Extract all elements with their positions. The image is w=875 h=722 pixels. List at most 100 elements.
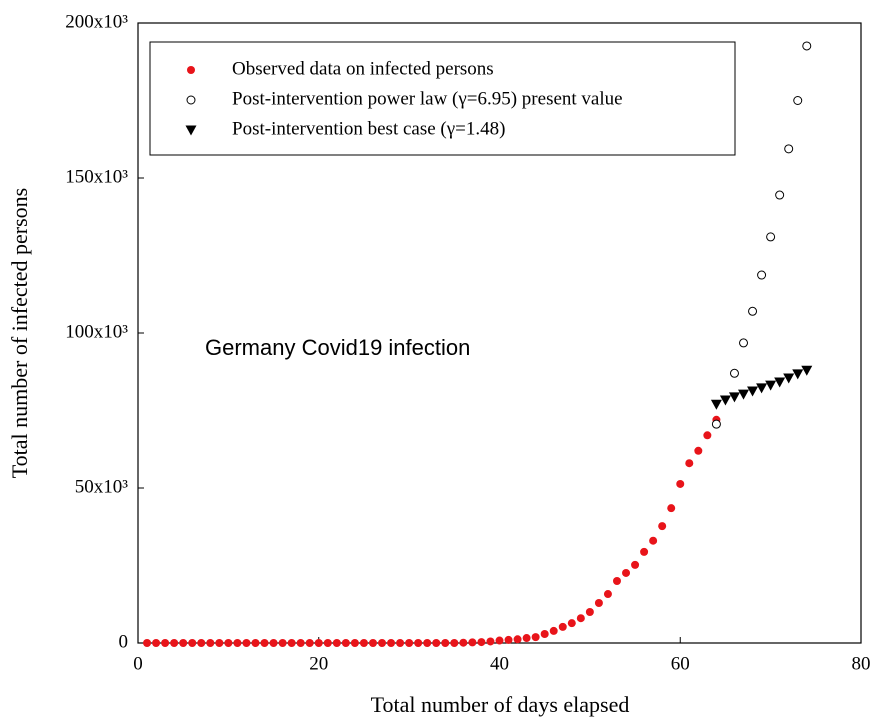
point — [522, 634, 531, 643]
point — [765, 380, 777, 391]
point — [676, 479, 685, 488]
point — [215, 639, 224, 647]
point — [233, 639, 242, 647]
point — [161, 639, 170, 647]
point — [350, 639, 359, 647]
point — [495, 636, 504, 645]
legend-label: Observed data on infected persons — [232, 58, 494, 79]
point — [269, 639, 278, 647]
point — [748, 306, 758, 316]
legend-label: Post-intervention best case (γ=1.48) — [232, 118, 505, 139]
y-tick-label: 150x10³ — [65, 166, 128, 187]
point — [694, 446, 703, 455]
y-tick-label: 100x10³ — [65, 321, 128, 342]
point — [368, 639, 377, 647]
point — [242, 639, 251, 647]
point — [188, 639, 197, 647]
point — [667, 504, 676, 513]
point — [323, 639, 332, 647]
point — [197, 639, 206, 647]
point — [152, 639, 161, 647]
legend-marker — [187, 66, 195, 74]
point — [405, 639, 414, 647]
point — [387, 639, 396, 647]
point — [450, 639, 459, 647]
legend-marker — [185, 125, 197, 136]
point — [710, 399, 722, 410]
point — [756, 383, 768, 394]
point — [685, 459, 694, 468]
point — [332, 639, 341, 647]
point — [774, 377, 786, 388]
point — [278, 639, 287, 647]
point — [747, 386, 759, 397]
annotation: Germany Covid19 infection — [205, 335, 470, 360]
point — [251, 639, 260, 647]
point — [359, 639, 368, 647]
point — [314, 639, 323, 647]
y-tick-label: 0 — [119, 631, 129, 652]
point — [658, 522, 667, 531]
legend-box — [149, 41, 736, 156]
legend-label: Post-intervention power law (γ=6.95) pre… — [232, 88, 623, 109]
point — [585, 608, 594, 616]
point — [640, 547, 649, 556]
point — [170, 639, 179, 647]
y-tick-label: 200x10³ — [65, 11, 128, 32]
point — [739, 338, 749, 348]
point — [757, 270, 767, 280]
point — [576, 614, 585, 623]
point — [432, 639, 441, 647]
point — [728, 392, 740, 403]
point — [549, 626, 558, 635]
point — [143, 639, 152, 647]
x-tick-label: 0 — [133, 653, 143, 674]
y-axis-title: Total number of infected persons — [7, 188, 32, 478]
point — [341, 639, 350, 647]
point — [378, 639, 387, 647]
point — [468, 638, 477, 647]
point — [206, 639, 215, 647]
point — [296, 639, 305, 647]
point — [477, 638, 486, 647]
point — [260, 639, 269, 647]
point — [558, 622, 567, 631]
point — [441, 639, 450, 647]
point — [540, 630, 549, 639]
point — [513, 635, 522, 644]
point — [792, 369, 804, 380]
point — [775, 190, 785, 200]
x-axis-title: Total number of days elapsed — [371, 692, 630, 717]
point — [504, 635, 513, 644]
point — [711, 419, 721, 429]
x-tick-label: 60 — [671, 653, 690, 674]
point — [783, 373, 795, 384]
point — [287, 639, 296, 647]
point — [766, 232, 776, 242]
point — [594, 599, 603, 608]
y-tick-label: 50x10³ — [75, 476, 129, 497]
point — [784, 144, 794, 154]
point — [622, 568, 631, 577]
point — [179, 639, 188, 647]
point — [224, 639, 233, 647]
point — [423, 639, 432, 647]
point — [396, 639, 405, 647]
point — [305, 639, 314, 647]
point — [612, 577, 621, 585]
point — [738, 389, 750, 400]
point — [649, 536, 658, 545]
point — [414, 639, 423, 647]
point — [801, 365, 813, 376]
x-tick-label: 20 — [309, 653, 328, 674]
point — [567, 619, 576, 628]
point — [459, 638, 468, 647]
legend-marker — [186, 95, 196, 105]
point — [603, 590, 612, 599]
point — [486, 637, 495, 646]
point — [631, 560, 640, 569]
point — [531, 633, 540, 642]
point — [729, 368, 739, 378]
